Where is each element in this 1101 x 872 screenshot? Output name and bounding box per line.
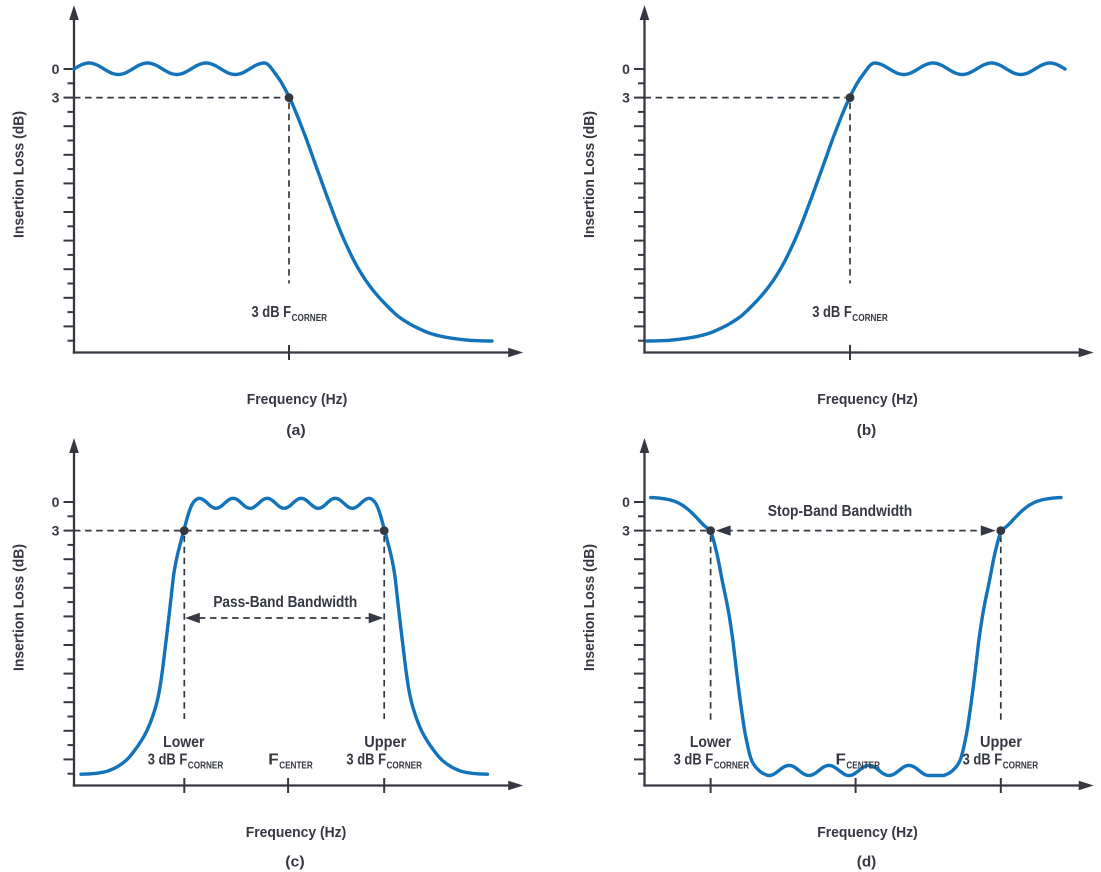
svg-text:Insertion Loss (dB): Insertion Loss (dB) xyxy=(11,544,28,671)
svg-text:(a): (a) xyxy=(286,422,306,439)
svg-text:3: 3 xyxy=(622,523,630,539)
svg-text:Pass-Band Bandwidth: Pass-Band Bandwidth xyxy=(213,594,357,611)
svg-text:3 dB F: 3 dB F xyxy=(148,751,188,768)
svg-text:0: 0 xyxy=(52,61,60,77)
svg-text:0: 0 xyxy=(622,61,630,77)
svg-text:Insertion Loss (dB): Insertion Loss (dB) xyxy=(11,111,28,238)
svg-text:0: 0 xyxy=(622,494,630,510)
svg-text:CENTER: CENTER xyxy=(846,760,880,771)
svg-text:Insertion Loss (dB): Insertion Loss (dB) xyxy=(581,111,598,238)
svg-text:CORNER: CORNER xyxy=(852,313,888,324)
svg-text:Lower: Lower xyxy=(690,734,731,751)
svg-text:(b): (b) xyxy=(857,422,877,439)
svg-text:F: F xyxy=(268,751,279,768)
svg-text:CORNER: CORNER xyxy=(292,313,328,324)
svg-text:Upper: Upper xyxy=(980,734,1022,751)
svg-text:3: 3 xyxy=(52,523,60,539)
svg-text:3 dB F: 3 dB F xyxy=(252,304,292,321)
svg-text:F: F xyxy=(836,751,847,768)
svg-text:CORNER: CORNER xyxy=(387,760,423,771)
svg-text:CORNER: CORNER xyxy=(714,760,750,771)
svg-text:Frequency (Hz): Frequency (Hz) xyxy=(817,824,918,841)
svg-text:Frequency (Hz): Frequency (Hz) xyxy=(246,824,347,841)
svg-text:CORNER: CORNER xyxy=(188,760,224,771)
svg-text:(c): (c) xyxy=(285,853,305,870)
svg-text:3 dB F: 3 dB F xyxy=(812,304,852,321)
svg-text:3 dB F: 3 dB F xyxy=(963,751,1003,768)
svg-text:3: 3 xyxy=(622,90,630,106)
svg-text:Upper: Upper xyxy=(364,734,406,751)
svg-text:Lower: Lower xyxy=(163,734,204,751)
svg-text:3: 3 xyxy=(52,90,60,106)
svg-text:Frequency (Hz): Frequency (Hz) xyxy=(817,391,918,408)
svg-text:3 dB F: 3 dB F xyxy=(674,751,714,768)
svg-text:Insertion Loss (dB): Insertion Loss (dB) xyxy=(581,544,598,671)
svg-text:CORNER: CORNER xyxy=(1003,760,1039,771)
svg-text:(d): (d) xyxy=(857,853,877,870)
svg-text:Frequency (Hz): Frequency (Hz) xyxy=(247,391,348,408)
svg-text:CENTER: CENTER xyxy=(279,760,313,771)
svg-text:Stop-Band Bandwidth: Stop-Band Bandwidth xyxy=(768,503,913,520)
svg-text:3 dB F: 3 dB F xyxy=(346,751,386,768)
svg-text:0: 0 xyxy=(52,494,60,510)
